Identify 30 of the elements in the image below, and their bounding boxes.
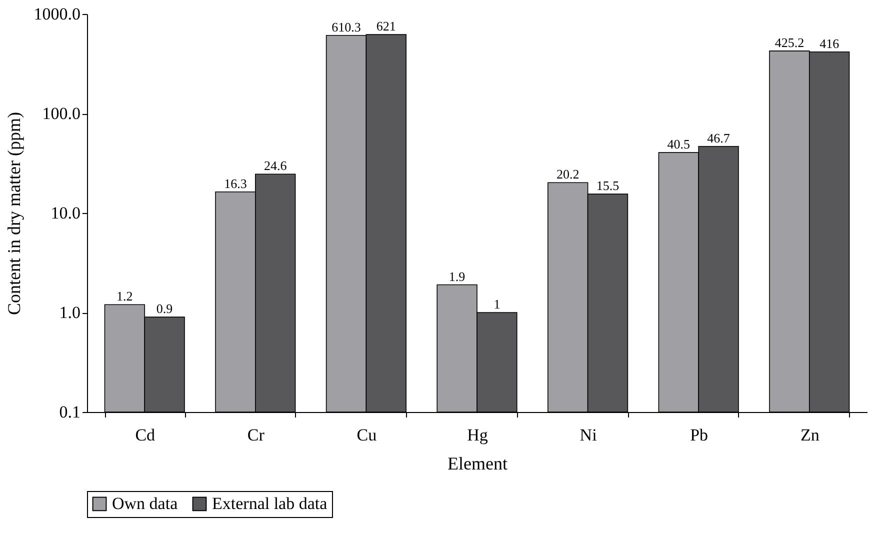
- data-label: 40.5: [667, 136, 690, 152]
- x-tick-label: Hg: [467, 426, 488, 444]
- x-tick-label: Cd: [135, 426, 156, 444]
- data-label: 1.9: [448, 268, 466, 284]
- data-label: 610.3: [332, 19, 361, 34]
- data-label: 16.3: [224, 176, 247, 191]
- data-label: 15.5: [596, 178, 620, 194]
- y-tick-label: 100.0: [42, 104, 80, 123]
- y-axis-title: Content in dry matter (ppm): [4, 112, 24, 315]
- data-label: 46.7: [707, 130, 730, 146]
- x-axis-title: Element: [448, 454, 508, 474]
- data-label: 416: [820, 36, 840, 51]
- x-tick-label: Ni: [580, 426, 598, 444]
- y-tick-label: 10.0: [50, 204, 80, 222]
- y-tick-label: 1.0: [59, 303, 80, 322]
- y-tick-label: 1000.0: [34, 4, 80, 24]
- data-label: 621: [376, 18, 396, 34]
- x-tick-label: Zn: [800, 426, 820, 444]
- data-label: 1.2: [116, 288, 133, 304]
- data-label: 425.2: [774, 34, 804, 50]
- data-label: 20.2: [556, 166, 580, 182]
- y-tick-label: 0.1: [59, 402, 80, 422]
- legend-label: Own data: [112, 494, 178, 513]
- legend-label: External lab data: [212, 494, 328, 513]
- x-tick-label: Cu: [356, 426, 378, 444]
- data-label: 0.9: [156, 301, 173, 316]
- data-label: 1: [494, 296, 500, 312]
- x-tick-label: Pb: [690, 426, 708, 444]
- x-tick-label: Cr: [247, 426, 265, 444]
- data-label: 24.6: [264, 158, 288, 174]
